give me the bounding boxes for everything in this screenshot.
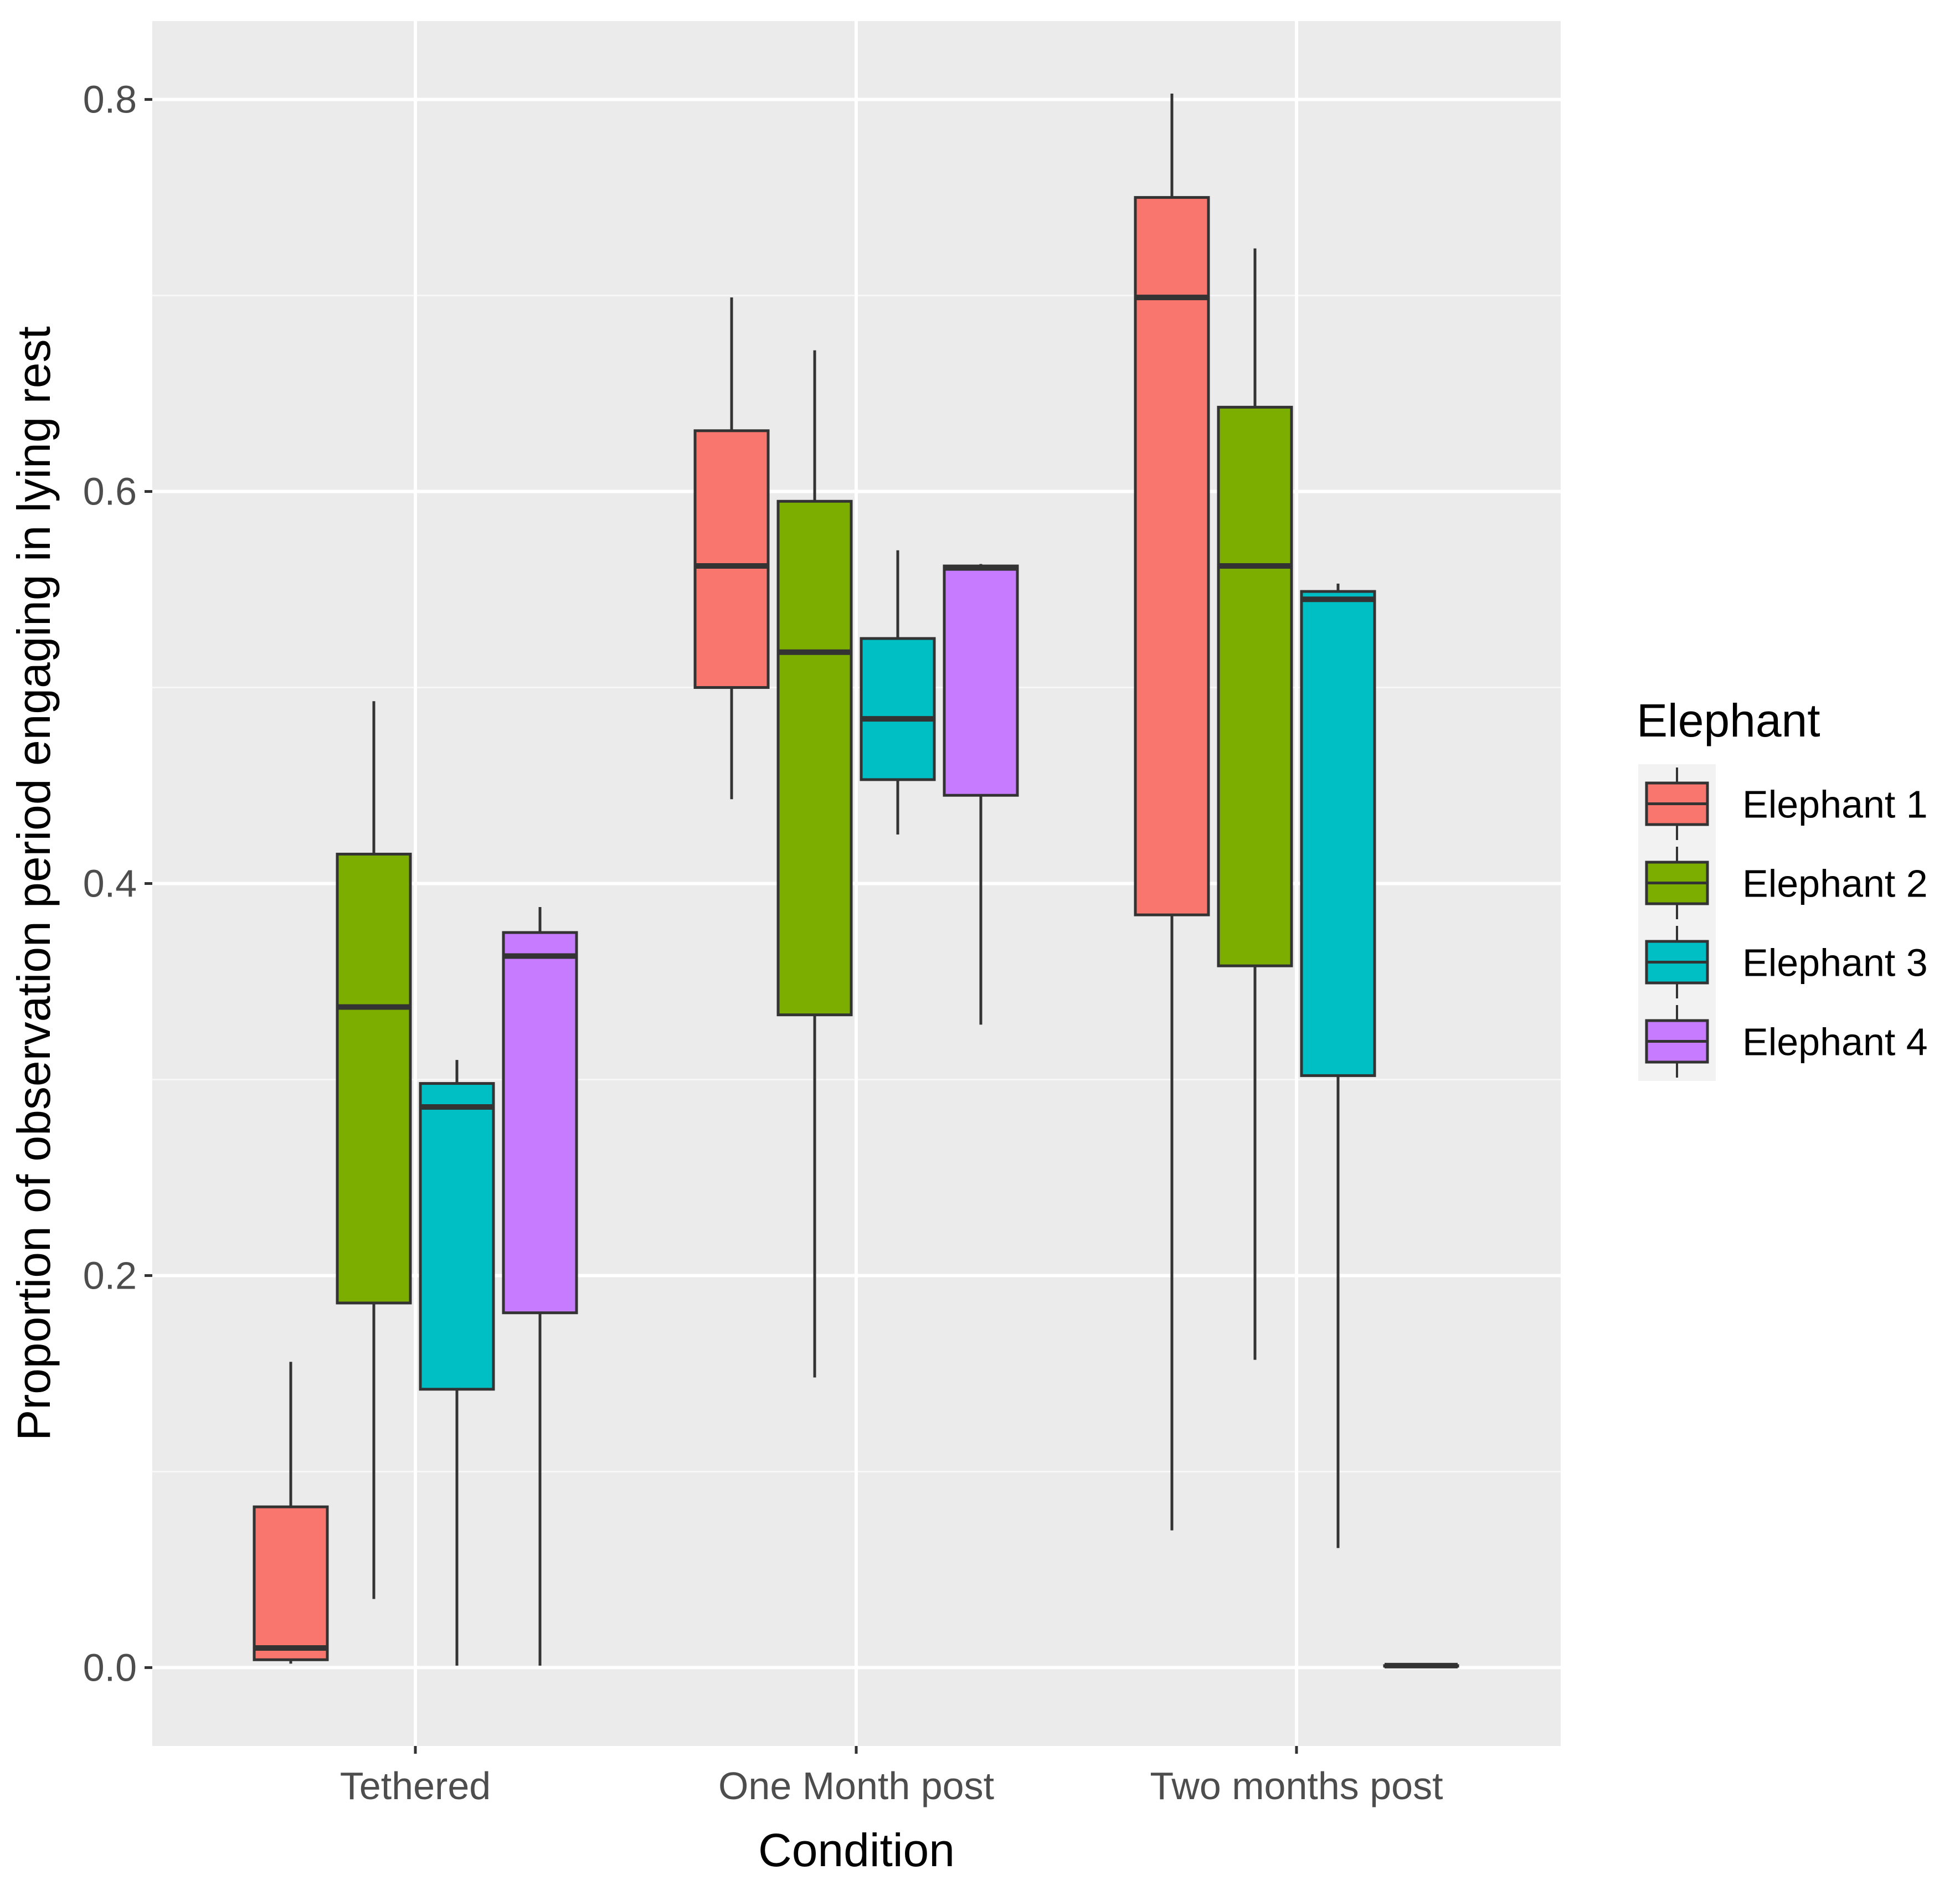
legend-label: Elephant 4 <box>1742 1021 1928 1064</box>
box-2-3 <box>1217 248 1293 1360</box>
box-body <box>336 852 412 1305</box>
box-1-1 <box>253 1362 329 1664</box>
x-axis-title: Condition <box>758 1824 955 1876</box>
x-axis-ticks: Tethered One Month post Two months post <box>340 1746 1443 1807</box>
box-body <box>419 1082 495 1391</box>
box-1-3 <box>1134 93 1210 1531</box>
y-tick-label: 0.2 <box>83 1254 137 1297</box>
box-4-1 <box>502 906 578 1666</box>
series-2 <box>336 248 1293 1599</box>
x-tick-label: Tethered <box>340 1764 491 1807</box>
series-3 <box>419 550 1376 1666</box>
box-body <box>693 429 770 689</box>
legend: Elephant Elephant 1 Elephant 2 Elephant 3 E… <box>1637 694 1928 1081</box>
box-3-2 <box>860 550 936 835</box>
box-body <box>253 1505 329 1661</box>
legend-label: Elephant 3 <box>1742 941 1928 985</box>
legend-label: Elephant 1 <box>1742 783 1928 826</box>
legend-item-1: Elephant 1 <box>1638 764 1928 843</box>
x-tick-label: Two months post <box>1150 1764 1443 1807</box>
box-3-3 <box>1300 583 1376 1548</box>
box-4-2 <box>943 564 1019 1025</box>
series-4 <box>502 564 1459 1668</box>
legend-item-2: Elephant 2 <box>1638 843 1928 923</box>
series-1 <box>253 93 1210 1664</box>
box-body <box>943 564 1019 797</box>
box-series <box>253 93 1459 1668</box>
box-body <box>1217 405 1293 967</box>
box-body <box>502 931 578 1315</box>
x-tick-label: One Month post <box>718 1764 994 1807</box>
y-tick-label: 0.0 <box>83 1646 137 1689</box>
box-2-2 <box>776 350 853 1378</box>
box-body <box>1300 590 1376 1077</box>
y-axis-title: Proportion of observation period engagin… <box>8 326 60 1441</box>
legend-title: Elephant <box>1637 694 1820 746</box>
box-3-1 <box>419 1060 495 1666</box>
box-2-1 <box>336 701 412 1599</box>
legend-label: Elephant 2 <box>1742 862 1928 905</box>
legend-item-3: Elephant 3 <box>1638 923 1928 1002</box>
y-tick-label: 0.4 <box>83 862 137 905</box>
y-tick-label: 0.8 <box>83 78 137 121</box>
legend-item-4: Elephant 4 <box>1638 1002 1928 1081</box>
box-body <box>1134 196 1210 916</box>
box-body <box>776 499 853 1017</box>
y-tick-label: 0.6 <box>83 470 137 513</box>
box-1-2 <box>693 297 770 800</box>
box-body <box>860 637 936 781</box>
y-axis-ticks: 0.0 0.2 0.4 0.6 0.8 <box>83 78 152 1689</box>
